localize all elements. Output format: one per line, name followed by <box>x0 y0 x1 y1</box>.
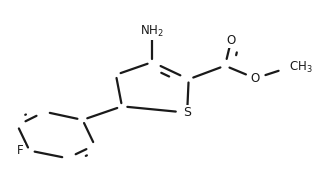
Text: O: O <box>227 34 236 47</box>
Text: NH$_2$: NH$_2$ <box>140 24 164 39</box>
Text: F: F <box>17 144 23 157</box>
Text: O: O <box>251 72 260 85</box>
Text: S: S <box>183 106 191 119</box>
Text: CH$_3$: CH$_3$ <box>289 60 313 75</box>
